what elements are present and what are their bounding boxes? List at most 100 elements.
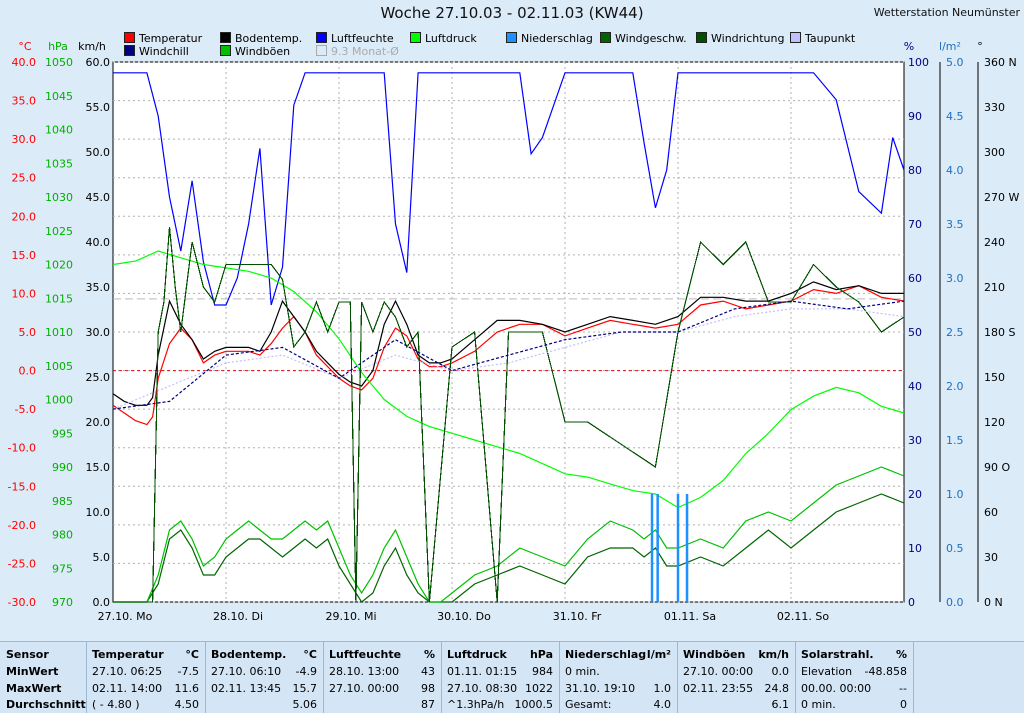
x-tick-label: 29.10. Mi [325,610,376,623]
humidity-unit-label: % [904,40,914,53]
legend-swatch [316,32,327,43]
wind-tick: 45.0 [86,191,111,204]
chart-title: Woche 27.10.03 - 02.11.03 (KW44) [380,4,644,22]
rain-tick: 1.0 [946,488,964,501]
stats-avg-val: 4.50 [174,698,200,711]
stats-max-time: 31.10. 19:10 [565,682,636,695]
stats-min-val: -4.9 [295,665,317,678]
pressure-tick: 970 [52,596,73,609]
temp-tick: -5.0 [15,403,36,416]
rain-tick: 0.5 [946,542,964,555]
rain-tick: 1.5 [946,434,964,447]
humidity-tick: 10 [908,542,922,555]
stats-avg-val: 4.0 [653,698,672,711]
direction-tick: 30 [984,551,998,564]
stats-min-val: 984 [532,665,553,678]
humidity-tick: 20 [908,488,922,501]
direction-tick: 120 [984,416,1005,429]
temp-tick: 20.0 [12,210,37,223]
stats-unit: km/h [758,648,789,661]
humidity-tick: 50 [908,326,922,339]
temp-tick: -15.0 [8,480,36,493]
humidity-tick: 30 [908,434,922,447]
humidity-tick: 90 [908,110,922,123]
wind-tick: 0.0 [93,596,111,609]
pressure-tick: 1015 [45,292,73,305]
stats-max-time: 02.11. 13:45 [211,682,282,695]
legend-label: Niederschlag [521,32,593,45]
legend-item-5: Windgeschw. [600,32,687,45]
legend-swatch [600,32,611,43]
pressure-tick: 985 [52,495,73,508]
pressure-tick: 1000 [45,394,73,407]
legend-label: Luftdruck [425,32,477,45]
temp-unit-label: °C [18,40,32,53]
stats-min-val: 0.0 [771,665,790,678]
stats-col-0: Temperatur °C 27.10. 06:25 -7.5 02.11. 14:00… [86,642,206,713]
humidity-tick: 0 [908,596,915,609]
stats-name: Temperatur [92,648,164,661]
humidity-tick: 80 [908,164,922,177]
rain-tick: 2.5 [946,326,964,339]
temp-tick: 0.0 [19,365,37,378]
series-line-2 [113,72,905,306]
stats-max-time: 02.11. 23:55 [683,682,754,695]
stats-row-avg: Durchschnitt [6,698,86,711]
legend-item-0: Temperatur [124,32,202,45]
wind-tick: 5.0 [93,551,111,564]
legend-item-6: Windrichtung [696,32,784,45]
legend-item-9: Windböen [220,45,290,58]
stats-name: Niederschlag [565,648,647,661]
legend-label: Luftfeuchte [331,32,394,45]
stats-max-val: 15.7 [292,682,318,695]
wind-tick: 20.0 [86,416,111,429]
stats-row-max: MaxWert [6,682,62,695]
direction-tick: 240 [984,236,1005,249]
direction-tick: 210 [984,281,1005,294]
stats-unit: °C [185,648,199,661]
temp-tick: 5.0 [19,326,37,339]
stats-min-time: Elevation [801,665,853,678]
stats-max-time: 27.10. 00:00 [329,682,400,695]
stats-col-6: Solarstrahl.% Elevation -48.858 00.00. 00:0… [795,642,914,713]
wind-tick: 55.0 [86,101,111,114]
temp-tick: -10.0 [8,442,36,455]
x-tick-label: 30.10. Do [437,610,491,623]
x-tick-label: 02.11. So [777,610,829,623]
temp-tick: 40.0 [12,56,37,69]
wind-tick: 40.0 [86,236,111,249]
stats-min-val: -48.858 [864,665,907,678]
pressure-tick: 1025 [45,225,73,238]
stats-name: Bodentemp. [211,648,287,661]
pressure-tick: 1045 [45,90,73,103]
legend-label: Temperatur [139,32,203,45]
stats-unit: % [423,648,435,661]
temp-tick: -20.0 [8,519,36,532]
rain-tick: 4.5 [946,110,964,123]
humidity-tick: 40 [908,380,922,393]
stats-avg-label: ( - 4.80 ) [92,698,140,711]
wind-unit-label: km/h [78,40,106,53]
legend-label: Bodentemp. [235,32,303,45]
pressure-tick: 1030 [45,191,73,204]
pressure-tick: 1020 [45,259,73,272]
legend-item-2: Luftfeuchte [316,32,394,45]
wind-tick: 10.0 [86,506,111,519]
stats-avg-val: 87 [421,698,435,711]
legend-swatch [316,45,327,56]
x-tick-label: 28.10. Di [213,610,263,623]
rain-unit-label: l/m² [939,40,961,53]
stats-col-2: Luftfeuchte% 28.10. 13:00 43 27.10. 00:00 98… [323,642,442,713]
pressure-tick: 1005 [45,360,73,373]
pressure-tick: 1035 [45,157,73,170]
direction-tick: 330 [984,101,1005,114]
wind-tick: 15.0 [86,461,111,474]
temp-tick: 10.0 [12,287,37,300]
stats-max-val: 1022 [525,682,553,695]
stats-avg-label: 0 min. [801,698,836,711]
direction-tick: 180 S [984,326,1015,339]
legend-item-1: Bodentemp. [220,32,302,45]
wind-tick: 35.0 [86,281,111,294]
stats-col-5: Windböen km/h 27.10. 00:00 0.0 02.11. 23:55 2… [677,642,796,713]
wind-tick: 25.0 [86,371,111,384]
